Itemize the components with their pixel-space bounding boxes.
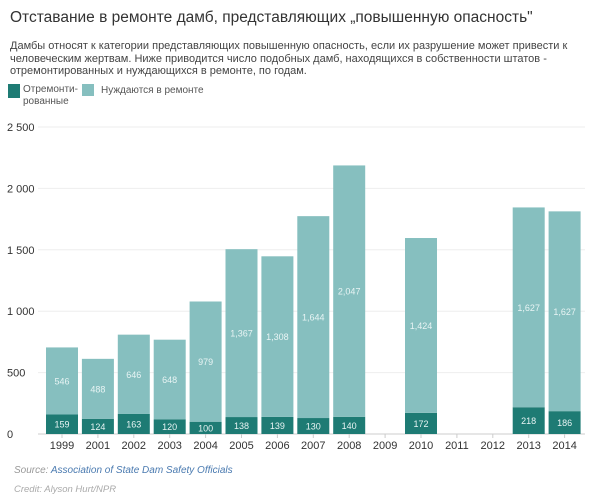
bar-repaired — [297, 418, 330, 434]
bar-need-repair — [46, 347, 78, 415]
x-tick-label: 2008 — [337, 440, 361, 452]
bar-need-repair — [261, 256, 294, 417]
bar-repaired — [405, 412, 437, 434]
bar-repaired — [46, 414, 78, 434]
x-tick-label: 2006 — [265, 440, 289, 452]
source-label: Source: — [14, 465, 51, 476]
data-label: 1,627 — [553, 307, 576, 317]
y-tick-label: 500 — [7, 368, 25, 380]
bar-repaired — [548, 411, 581, 434]
bar-repaired — [189, 421, 222, 434]
bar-repaired — [117, 413, 150, 434]
bar-need-repair — [117, 334, 150, 414]
bar-repaired — [81, 418, 114, 434]
x-tick-label: 1999 — [50, 440, 74, 452]
legend-swatch — [82, 84, 94, 96]
data-label: 546 — [54, 376, 69, 386]
x-tick-label: 2010 — [409, 440, 433, 452]
legend-swatch — [8, 84, 20, 98]
x-tick-label: 2012 — [481, 440, 505, 452]
source: Source: Association of State Dam Safety … — [14, 465, 233, 476]
x-tick-label: 2003 — [157, 440, 181, 452]
x-tick-label: 2007 — [301, 440, 325, 452]
bar-need-repair — [225, 249, 258, 418]
data-label: 139 — [270, 421, 285, 431]
data-label: 648 — [162, 375, 177, 385]
bar-repaired — [333, 416, 366, 434]
y-tick-label: 2 000 — [7, 183, 35, 195]
x-tick-label: 2014 — [552, 440, 576, 452]
data-label: 1,627 — [517, 303, 540, 313]
data-label: 1,644 — [302, 313, 325, 323]
data-label: 159 — [54, 420, 69, 430]
bar-need-repair — [548, 211, 581, 412]
bar-need-repair — [405, 238, 437, 413]
data-label: 1,367 — [230, 329, 253, 339]
bar-repaired — [153, 419, 186, 434]
bar-need-repair — [81, 358, 114, 419]
x-tick-label: 2011 — [445, 440, 469, 452]
x-tick-label: 2009 — [373, 440, 397, 452]
bar-need-repair — [189, 301, 222, 422]
data-label: 124 — [90, 422, 105, 432]
bar-need-repair — [297, 216, 330, 419]
x-tick-label: 2001 — [86, 440, 110, 452]
data-label: 140 — [342, 421, 357, 431]
y-tick-label: 2 500 — [7, 122, 35, 134]
data-label: 100 — [198, 423, 213, 433]
x-tick-label: 2013 — [516, 440, 540, 452]
data-label: 120 — [162, 422, 177, 432]
bar-need-repair — [333, 165, 366, 417]
legend-label: Нуждаются в ремонте — [101, 85, 204, 96]
data-label: 138 — [234, 421, 249, 431]
data-label: 186 — [557, 418, 572, 428]
bar-need-repair — [153, 339, 186, 420]
data-label: 163 — [126, 419, 141, 429]
bar-need-repair — [512, 207, 545, 408]
y-tick-label: 0 — [7, 429, 13, 441]
chart-title: Отставание в ремонте дамб, представляющи… — [10, 9, 533, 26]
x-tick-label: 2004 — [193, 440, 217, 452]
x-tick-label: 2005 — [229, 440, 253, 452]
data-label: 1,424 — [410, 321, 433, 331]
legend-label: Отремонти-рованные — [23, 84, 78, 107]
data-label: 172 — [413, 419, 428, 429]
data-label: 218 — [521, 416, 536, 426]
bar-repaired — [512, 407, 545, 434]
data-label: 646 — [126, 370, 141, 380]
credit: Credit: Alyson Hurt/NPR — [14, 484, 117, 495]
data-label: 979 — [198, 357, 213, 367]
chart-subtitle: Дамбы относят к категории представляющих… — [10, 40, 568, 77]
bar-repaired — [225, 417, 258, 434]
data-label: 488 — [90, 384, 105, 394]
y-tick-label: 1 500 — [7, 245, 35, 257]
data-label: 130 — [306, 422, 321, 432]
y-tick-label: 1 000 — [7, 306, 35, 318]
data-label: 1,308 — [266, 332, 289, 342]
data-label: 2,047 — [338, 287, 361, 297]
source-link[interactable]: Association of State Dam Safety Official… — [50, 465, 233, 476]
bar-repaired — [261, 416, 294, 434]
x-tick-label: 2002 — [122, 440, 146, 452]
